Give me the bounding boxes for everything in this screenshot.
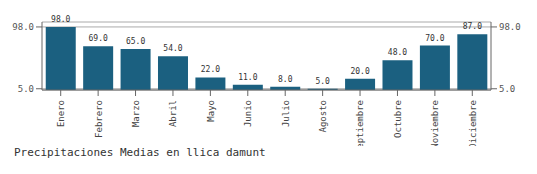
svg-text:54.0: 54.0 (163, 44, 182, 53)
svg-text:Noviembre: Noviembre (430, 100, 440, 146)
svg-text:65.0: 65.0 (126, 37, 145, 46)
svg-text:8.0: 8.0 (278, 75, 293, 84)
svg-text:98.0: 98.0 (12, 22, 34, 32)
html-text:Precipitaciones Medias en llic: Precipitaciones Medias en llica damunt (14, 146, 266, 159)
svg-text:Marzo: Marzo (131, 100, 141, 127)
svg-text:Octubre: Octubre (393, 100, 403, 138)
svg-text:48.0: 48.0 (388, 48, 407, 57)
svg-text:Enero: Enero (56, 100, 66, 127)
svg-text:5.0: 5.0 (315, 77, 330, 86)
svg-text:Febrero: Febrero (94, 100, 104, 138)
svg-text:Junio: Junio (243, 100, 253, 127)
svg-text:Julio: Julio (281, 100, 291, 127)
svg-text:5.0: 5.0 (18, 84, 34, 94)
svg-text:22.0: 22.0 (201, 65, 220, 74)
svg-text:Septiembre: Septiembre (355, 100, 365, 146)
svg-text:70.0: 70.0 (425, 34, 444, 43)
svg-text:Abril: Abril (168, 100, 178, 127)
svg-text:87.0: 87.0 (463, 22, 482, 31)
svg-text:5.0: 5.0 (499, 84, 515, 94)
svg-text:98.0: 98.0 (499, 22, 521, 32)
svg-text:Mayo: Mayo (206, 100, 216, 122)
svg-text:Diciembre: Diciembre (468, 100, 478, 146)
svg-text:11.0: 11.0 (238, 73, 257, 82)
svg-text:Agosto: Agosto (318, 100, 328, 133)
svg-text:98.0: 98.0 (51, 15, 70, 24)
svg-text:69.0: 69.0 (89, 34, 108, 43)
svg-text:20.0: 20.0 (350, 67, 369, 76)
